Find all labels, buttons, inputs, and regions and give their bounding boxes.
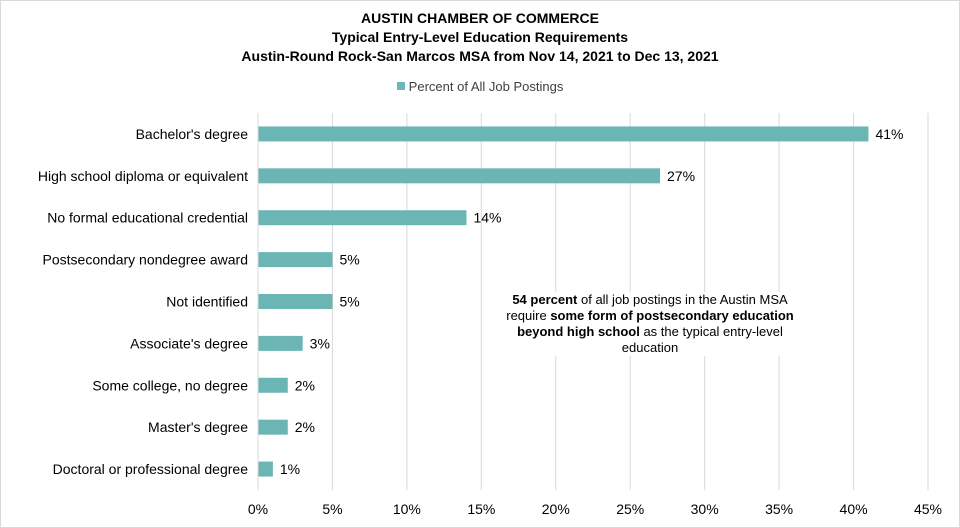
data-label: 14% <box>473 210 501 226</box>
x-tick-label: 35% <box>765 501 793 517</box>
x-tick-label: 20% <box>542 501 570 517</box>
data-label: 5% <box>339 252 359 268</box>
category-label: Not identified <box>166 294 248 310</box>
bar <box>258 335 303 351</box>
chart-title-block: AUSTIN CHAMBER OF COMMERCE Typical Entry… <box>0 9 960 66</box>
x-tick-label: 10% <box>393 501 421 517</box>
x-tick-label: 15% <box>467 501 495 517</box>
data-label: 27% <box>667 168 695 184</box>
category-label: Some college, no degree <box>92 377 248 393</box>
bar <box>258 461 273 477</box>
category-label: No formal educational credential <box>47 210 248 226</box>
data-label: 41% <box>875 126 903 142</box>
legend: Percent of All Job Postings <box>0 79 960 94</box>
chart-title: AUSTIN CHAMBER OF COMMERCE <box>361 10 599 26</box>
category-label: Doctoral or professional degree <box>53 461 249 477</box>
bar <box>258 210 467 226</box>
bar <box>258 419 288 435</box>
annotation-bold-1: 54 percent <box>512 292 578 307</box>
chart-subtitle: Typical Entry-Level Education Requiremen… <box>331 29 629 45</box>
annotation-bold-2: some form of postsecondary education bey… <box>517 308 794 339</box>
legend-swatch <box>396 82 405 90</box>
x-tick-label: 25% <box>616 501 644 517</box>
bar <box>258 377 288 393</box>
annotation-text-1: of all job postings in the Austin MSA re… <box>506 292 788 323</box>
bar <box>258 294 333 309</box>
x-tick-label: 0% <box>248 501 268 517</box>
category-label: High school diploma or equivalent <box>38 168 248 184</box>
chart-subtitle-range: Austin-Round Rock-San Marcos MSA from No… <box>241 48 719 64</box>
category-label: Associate's degree <box>130 335 248 351</box>
data-label: 1% <box>280 461 300 477</box>
category-label: Master's degree <box>148 419 248 435</box>
x-tick-label: 45% <box>914 501 942 517</box>
data-label: 5% <box>339 294 359 310</box>
x-tick-label: 30% <box>691 501 719 517</box>
data-label: 2% <box>295 419 315 435</box>
bar <box>258 252 333 268</box>
bar <box>258 168 660 184</box>
annotation-text-2: as the typical entry-level education <box>621 324 783 355</box>
x-tick-label: 5% <box>322 501 342 517</box>
category-label: Bachelor's degree <box>136 126 249 142</box>
x-tick-label: 40% <box>840 501 868 517</box>
category-label: Postsecondary nondegree award <box>43 252 248 268</box>
legend-label: Percent of All Job Postings <box>408 79 564 94</box>
data-label: 3% <box>310 335 330 351</box>
data-label: 2% <box>295 377 315 393</box>
annotation-note: 54 percent of all job postings in the Au… <box>500 292 800 356</box>
bar <box>258 126 869 142</box>
